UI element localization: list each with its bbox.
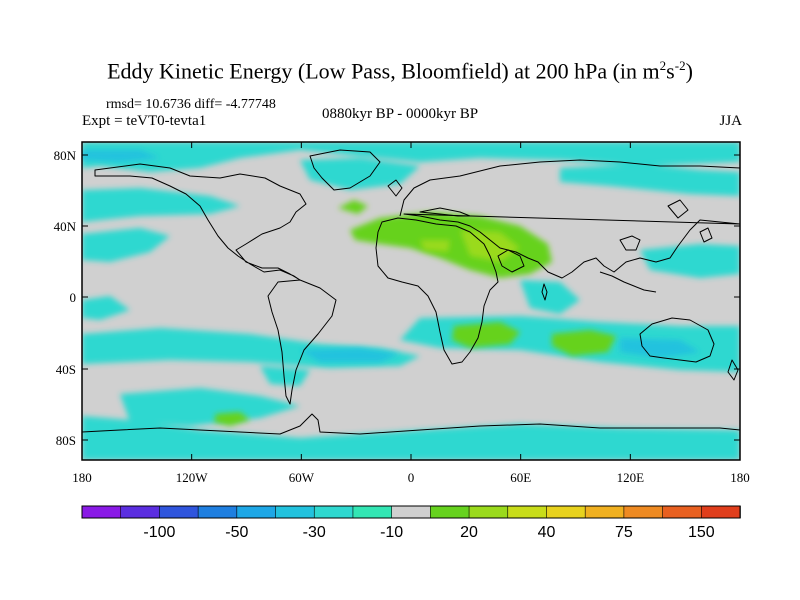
- colorbar-swatch: [430, 505, 470, 519]
- colorbar-swatch: [236, 505, 277, 519]
- colorbar-swatch: [81, 505, 122, 519]
- map-title: Eddy Kinetic Energy (Low Pass, Bloomfiel…: [107, 58, 693, 84]
- colorbar-swatch: [120, 505, 161, 519]
- colorbar-swatch: [584, 505, 625, 519]
- colorbar-swatch: [197, 505, 238, 519]
- colorbar-swatch: [546, 505, 586, 519]
- colorbar-label: 75: [615, 524, 633, 541]
- lon-tick-label: 60W: [289, 470, 315, 485]
- colorbar-swatch: [507, 505, 548, 519]
- strong-negative-regions: [82, 150, 700, 362]
- lat-tick-label: 40N: [54, 219, 77, 234]
- colorbar-swatch: [662, 505, 703, 519]
- colorbar-label: -30: [303, 524, 326, 541]
- coastlines: [82, 149, 740, 435]
- colorbar-label: 40: [538, 524, 556, 541]
- colorbar-labels: -100 -50 -30 -10 20 40 75 150: [143, 524, 714, 541]
- colorbar-swatch: [700, 505, 741, 519]
- map-plot-area: [82, 142, 740, 460]
- colorbar-swatch: [352, 505, 393, 519]
- experiment-label: Expt = teVT0-tevta1: [82, 113, 207, 129]
- lat-tick-label: 80N: [54, 148, 77, 163]
- colorbar-swatch: [623, 505, 664, 519]
- strong-positive-regions: [420, 230, 520, 262]
- lon-tick-label: 0: [408, 470, 415, 485]
- longitude-ticks: 180 120W 60W 0 60E 120E 180: [72, 142, 750, 485]
- lon-tick-label: 60E: [510, 470, 531, 485]
- colorbar-label: -10: [380, 524, 403, 541]
- positive-anomaly-regions: [214, 200, 616, 426]
- season-label: JJA: [719, 113, 742, 129]
- period-label: 0880kyr BP - 0000kyr BP: [321, 106, 479, 122]
- lon-tick-label: 120E: [617, 470, 645, 485]
- colorbar-swatch: [275, 505, 316, 519]
- colorbar-label: -100: [143, 524, 175, 541]
- lon-tick-label: 180: [72, 470, 92, 485]
- lat-tick-label: 80S: [56, 433, 76, 448]
- latitude-ticks: 80N 40N 0 40S 80S: [54, 148, 740, 448]
- lon-tick-label: 180: [730, 470, 750, 485]
- colorbar-label: 150: [688, 524, 715, 541]
- colorbar-label: -50: [225, 524, 248, 541]
- colorbar-swatch: [159, 505, 199, 519]
- colorbar-swatch: [468, 505, 509, 519]
- stats-label: rmsd= 10.6736 diff= -4.77748: [106, 97, 276, 112]
- colorbar-swatch: [313, 505, 354, 519]
- colorbar: [81, 505, 741, 519]
- lon-tick-label: 120W: [176, 470, 209, 485]
- colorbar-frame: [81, 505, 741, 519]
- lat-tick-label: 40S: [56, 362, 76, 377]
- colorbar-label: 20: [460, 524, 478, 541]
- colorbar-swatch: [391, 505, 432, 519]
- lat-tick-label: 0: [70, 290, 77, 305]
